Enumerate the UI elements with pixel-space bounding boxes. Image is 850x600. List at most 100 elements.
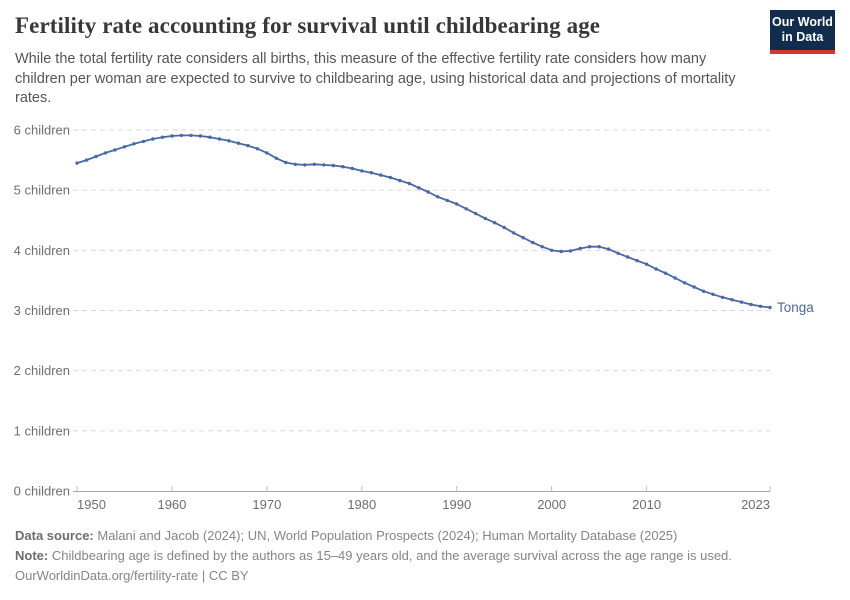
data-point[interactable] <box>189 133 193 138</box>
data-point[interactable] <box>388 175 392 180</box>
data-point[interactable] <box>265 151 269 155</box>
note-line: Note: Childbearing age is defined by the… <box>15 546 835 566</box>
data-source-text: Malani and Jacob (2024); UN, World Popul… <box>97 528 678 543</box>
data-source-label: Data source: <box>15 528 94 543</box>
data-point[interactable] <box>720 295 725 299</box>
data-point[interactable] <box>217 137 222 141</box>
data-point[interactable] <box>284 160 288 165</box>
data-point[interactable] <box>768 305 772 310</box>
data-point[interactable] <box>701 289 706 293</box>
data-point[interactable] <box>84 158 89 162</box>
data-point[interactable] <box>559 249 563 254</box>
data-point[interactable] <box>625 255 630 259</box>
chart-subtitle: While the total fertility rate considers… <box>15 51 736 106</box>
x-axis-tick-label: 2023 <box>741 497 770 512</box>
logo-line-2: in Data <box>781 30 824 44</box>
data-point[interactable] <box>369 171 373 175</box>
x-axis-tick-label: 1980 <box>347 497 376 512</box>
data-point[interactable] <box>749 302 753 307</box>
x-axis-tick-label: 2010 <box>632 497 661 512</box>
data-point[interactable] <box>502 225 506 230</box>
data-point[interactable] <box>616 251 620 255</box>
data-point[interactable] <box>141 139 146 144</box>
data-point[interactable] <box>198 134 203 138</box>
data-point[interactable] <box>151 137 155 141</box>
data-point[interactable] <box>227 139 231 143</box>
y-axis-tick-label: 2 children <box>14 363 70 378</box>
y-axis-tick-label: 1 children <box>14 423 70 438</box>
data-point[interactable] <box>597 245 601 249</box>
data-point[interactable] <box>160 135 165 139</box>
data-point[interactable] <box>682 281 687 285</box>
license-line[interactable]: OurWorldinData.org/fertility-rate | CC B… <box>15 566 835 586</box>
y-axis-tick-label: 3 children <box>14 303 70 318</box>
x-axis-tick-label: 1960 <box>157 497 186 512</box>
y-axis-tick-label: 0 children <box>14 484 70 499</box>
line-series-tonga[interactable] <box>76 134 771 309</box>
data-point[interactable] <box>512 231 516 235</box>
data-point[interactable] <box>673 276 677 280</box>
data-point[interactable] <box>208 135 212 139</box>
data-point[interactable] <box>644 262 649 266</box>
data-point[interactable] <box>692 285 696 289</box>
data-point[interactable] <box>436 195 440 199</box>
data-point[interactable] <box>654 267 658 271</box>
data-point[interactable] <box>417 186 421 190</box>
note-label: Note: <box>15 548 49 563</box>
license-text[interactable]: OurWorldinData.org/fertility-rate | CC B… <box>15 568 249 583</box>
data-point[interactable] <box>293 162 297 166</box>
data-point[interactable] <box>407 181 411 186</box>
data-point[interactable] <box>350 166 354 171</box>
data-point[interactable] <box>170 134 174 138</box>
data-point[interactable] <box>540 245 544 249</box>
data-point[interactable] <box>663 271 668 275</box>
data-point[interactable] <box>398 178 402 183</box>
data-point[interactable] <box>236 141 241 145</box>
series-end-label[interactable]: Tonga <box>777 300 814 315</box>
data-point[interactable] <box>493 221 497 225</box>
data-point[interactable] <box>312 162 316 166</box>
data-point[interactable] <box>550 248 554 252</box>
data-point[interactable] <box>445 198 449 203</box>
data-point[interactable] <box>568 249 573 253</box>
data-point[interactable] <box>758 304 763 308</box>
data-point[interactable] <box>322 163 326 167</box>
y-axis-tick-label: 6 children <box>14 123 70 138</box>
chart-footer: Data source: Malani and Jacob (2024); UN… <box>15 526 835 586</box>
data-point[interactable] <box>341 165 345 169</box>
data-point[interactable] <box>426 190 430 194</box>
data-point[interactable] <box>113 148 117 152</box>
data-point[interactable] <box>94 154 98 159</box>
chart-canvas[interactable]: 0 children 1 children 2 children 3 children… <box>0 0 850 520</box>
data-point[interactable] <box>730 298 734 302</box>
data-point[interactable] <box>474 211 478 216</box>
data-point[interactable] <box>132 142 136 146</box>
data-point[interactable] <box>739 300 744 304</box>
data-point[interactable] <box>587 245 592 249</box>
data-point[interactable] <box>635 258 639 263</box>
data-point[interactable] <box>483 216 487 221</box>
y-axis-tick-label: 4 children <box>14 243 70 258</box>
data-point[interactable] <box>103 151 108 155</box>
data-point[interactable] <box>606 247 611 251</box>
data-point[interactable] <box>331 163 335 168</box>
data-point[interactable] <box>255 147 260 151</box>
data-point[interactable] <box>246 143 250 148</box>
data-point[interactable] <box>521 236 525 240</box>
data-point[interactable] <box>379 173 383 177</box>
data-point[interactable] <box>122 145 127 149</box>
data-point[interactable] <box>531 240 535 245</box>
data-point[interactable] <box>455 202 459 206</box>
data-point[interactable] <box>360 169 364 173</box>
data-point[interactable] <box>578 246 582 251</box>
data-point[interactable] <box>711 292 715 296</box>
data-point[interactable] <box>75 161 79 165</box>
logo-line-1: Our World <box>772 15 833 29</box>
data-point[interactable] <box>303 163 307 167</box>
x-axis-tick-label: 2000 <box>537 497 566 512</box>
data-point[interactable] <box>179 133 184 138</box>
y-axis-tick-label: 5 children <box>14 183 70 198</box>
data-point[interactable] <box>274 156 279 160</box>
data-point[interactable] <box>464 207 468 211</box>
